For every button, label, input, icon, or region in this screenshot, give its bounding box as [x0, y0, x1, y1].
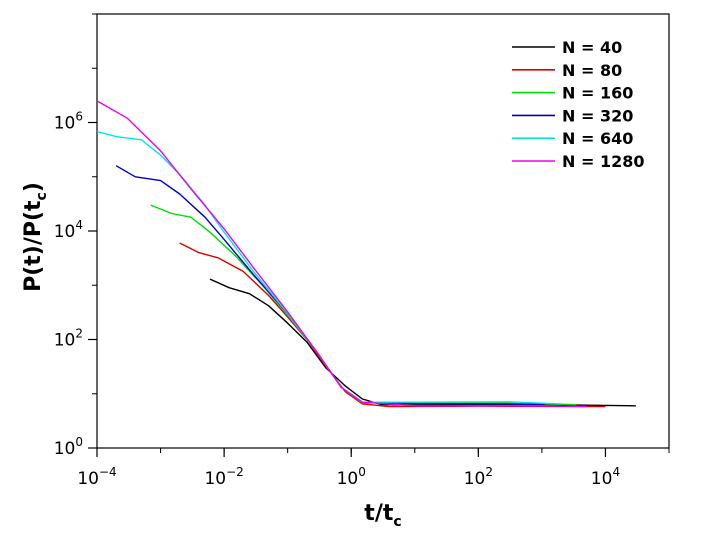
series-lines — [96, 100, 636, 408]
series-line-4 — [115, 165, 545, 406]
x-tick-label: 102 — [464, 465, 493, 489]
legend-label: N = 160 — [562, 84, 633, 103]
x-tick-label: 104 — [591, 465, 620, 489]
x-axis: 10−4 10−2 100 102 104 — [77, 448, 620, 489]
legend-label: N = 640 — [562, 129, 633, 148]
series-line-3 — [150, 204, 577, 406]
series-line-5 — [96, 130, 562, 405]
y-tick-label: 104 — [54, 218, 83, 242]
x-tick-label: 100 — [337, 465, 366, 489]
x-tick-label: 10−4 — [77, 465, 116, 489]
x-tick-label: 10−2 — [204, 465, 243, 489]
legend-label: N = 1280 — [562, 152, 644, 171]
legend-label: N = 40 — [562, 38, 622, 57]
x-axis-title: t/tc — [364, 501, 401, 530]
series-line-2 — [179, 242, 606, 408]
legend-label: N = 80 — [562, 61, 622, 80]
y-tick-label: 102 — [54, 327, 83, 351]
series-line-1 — [209, 278, 636, 407]
y-axis: 100 102 104 106 — [54, 110, 97, 459]
legend-label: N = 320 — [562, 106, 633, 125]
series-line-6 — [96, 100, 587, 408]
y-axis-title: P(t)/P(tc) — [21, 182, 50, 292]
minor-ticks — [92, 13, 670, 453]
y-tick-label: 100 — [54, 435, 83, 459]
y-tick-label: 106 — [54, 110, 83, 134]
legend: N = 40 N = 80 N = 160 N = 320 N = 640 N = 128… — [512, 38, 644, 171]
